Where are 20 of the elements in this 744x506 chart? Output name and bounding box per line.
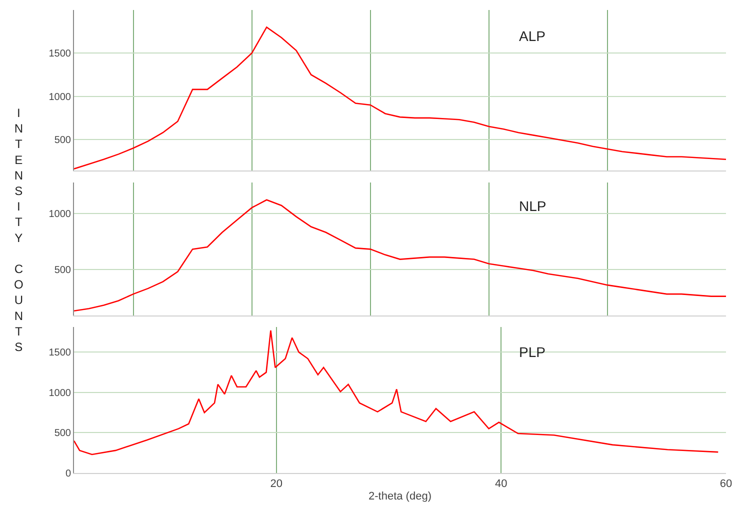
y-tick-label: 1500 [48, 348, 72, 359]
y-tick-label: 500 [54, 428, 72, 440]
x-tick-label: 20 [270, 478, 282, 490]
y-tick-label: 500 [54, 135, 72, 146]
line-series [74, 199, 726, 312]
line-series [74, 26, 726, 170]
line-series [74, 330, 719, 456]
text: INTENSITY COUNTS [14, 106, 24, 354]
y-tick-label: 500 [54, 264, 72, 276]
x-tick-label: 40 [495, 478, 508, 490]
annotation: NLP [519, 198, 546, 214]
y-tick-label: 1000 [48, 92, 72, 103]
x-axis-title: 2-theta (deg) [368, 490, 432, 502]
y-tick-label: 1000 [48, 208, 72, 220]
annotation: PLP [519, 344, 546, 360]
y-tick-label: 0 [65, 468, 72, 480]
x-tick-label: 60 [720, 478, 732, 490]
annotation: ALP [519, 28, 546, 44]
y-tick-label: 1500 [48, 48, 72, 60]
y-tick-label: 1000 [48, 388, 72, 399]
